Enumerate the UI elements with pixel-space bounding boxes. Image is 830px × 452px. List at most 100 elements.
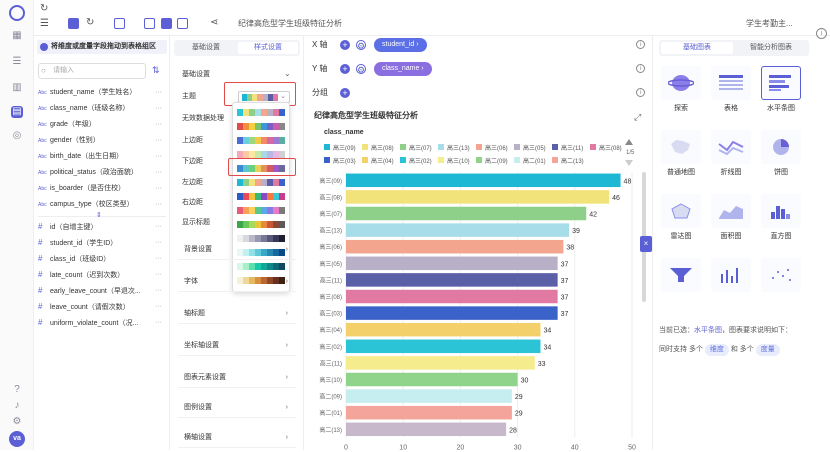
line-chart-tile[interactable]: 折线图 xyxy=(709,128,753,182)
tab-style-settings[interactable]: 样式设置 xyxy=(238,42,298,54)
setting-label: 主题 xyxy=(182,93,196,100)
field-item[interactable]: # id（自增主键） ··· xyxy=(38,222,162,231)
collapse-panel-button[interactable]: × xyxy=(640,236,652,252)
section-x-axis[interactable]: 横轴设置 › xyxy=(178,428,296,448)
area-chart-tile[interactable]: 面积图 xyxy=(709,192,753,246)
menu-icon[interactable]: ☰ xyxy=(40,18,49,29)
filter-sort-icon[interactable]: ⇅ xyxy=(152,65,160,75)
x-field-chip[interactable]: student_id › xyxy=(374,38,427,52)
field-item[interactable]: Abc campus_type（校区类型） ··· xyxy=(38,201,162,208)
field-item[interactable]: Abc birth_date（出生日期） ··· xyxy=(38,153,162,160)
section-axis-settings[interactable]: 坐标轴设置 › xyxy=(178,336,296,356)
column-chart-tile[interactable] xyxy=(709,256,753,310)
refresh-icon[interactable]: ↻ xyxy=(40,3,49,14)
field-item[interactable]: # student_id（学生ID） ··· xyxy=(38,238,162,247)
grid-icon[interactable]: ▦ xyxy=(12,30,22,41)
share-icon[interactable]: ⋖ xyxy=(210,17,219,28)
section-axis-title[interactable]: 轴标题 › xyxy=(178,304,296,324)
scatter-chart-tile[interactable] xyxy=(759,256,803,310)
basic-settings-header[interactable]: 基础设置 xyxy=(182,71,210,78)
field-item[interactable]: Abc political_status（政治面貌） ··· xyxy=(38,169,162,176)
pie-chart-tile[interactable]: 饼图 xyxy=(759,128,803,182)
expand-icon[interactable]: ⤢ xyxy=(634,112,642,122)
save-icon[interactable] xyxy=(68,18,79,29)
bar xyxy=(346,356,535,370)
folder-icon[interactable]: ▤ xyxy=(11,106,23,118)
field-item[interactable]: # late_count（迟到次数） ··· xyxy=(38,270,162,279)
bar xyxy=(346,223,570,237)
bar xyxy=(346,372,518,387)
tab-smart-charts[interactable]: 智能分析图表 xyxy=(750,44,792,51)
field-item[interactable]: # uniform_violate_count（况... ··· xyxy=(38,318,162,327)
chart-tile-label: 水平条图 xyxy=(767,105,795,112)
radar-chart-tile[interactable]: 雷达图 xyxy=(659,192,703,246)
table-chart-tile[interactable]: 表格 xyxy=(709,64,753,118)
bar xyxy=(346,422,507,437)
histogram-chart-tile[interactable]: 直方图 xyxy=(759,192,803,246)
tab-basic-settings[interactable]: 基础设置 xyxy=(192,44,220,51)
field-item[interactable]: Abc class_name（班级名称） ··· xyxy=(38,105,162,112)
map-chart-tile[interactable]: 普通地图 xyxy=(659,128,703,182)
gear-icon[interactable]: ⚙ xyxy=(12,416,22,427)
field-item[interactable]: Abc grade（年级） ··· xyxy=(38,121,162,128)
funnel-icon xyxy=(661,258,701,292)
resize-handle-icon[interactable]: ⇕ xyxy=(96,212,102,219)
chart-view-icon[interactable] xyxy=(161,18,172,29)
y-tick-label: 高三(08) xyxy=(319,293,342,301)
field-item[interactable]: Abc student_name（学生姓名） ··· xyxy=(38,89,162,96)
chevron-down-icon[interactable]: ⌄ xyxy=(284,69,291,78)
chart-icon[interactable]: ▥ xyxy=(12,82,22,93)
bar-chart: class_name 高三(09) 高三(08) 高三(07) 高三(13) 高三(06)… xyxy=(319,129,646,452)
section-chart-elements[interactable]: 图表元素设置 › xyxy=(178,368,296,388)
legend-swatch xyxy=(324,157,330,163)
legend-item: 高三(08) xyxy=(599,144,622,152)
settings-icon[interactable]: ⚙ xyxy=(356,40,366,51)
table-view-icon[interactable] xyxy=(144,18,155,29)
legend-item: 高二(01) xyxy=(523,157,546,165)
bar xyxy=(346,405,512,420)
horizontal-bar-chart-tile[interactable]: 水平条图 xyxy=(759,64,803,118)
help-info-icon[interactable]: i xyxy=(816,28,827,39)
reload-icon[interactable]: ↻ xyxy=(86,17,95,28)
info-icon[interactable]: i xyxy=(636,40,645,49)
settings-circle-icon[interactable]: ◎ xyxy=(12,130,22,141)
tab-basic-charts[interactable]: 基础图表 xyxy=(661,42,733,54)
legend-swatch xyxy=(362,157,368,163)
user-menu[interactable]: 学生考勤主... xyxy=(746,19,793,28)
field-item[interactable]: # early_leave_count（早退次... ··· xyxy=(38,286,162,295)
info-icon[interactable]: i xyxy=(636,88,645,97)
fullscreen-icon[interactable] xyxy=(177,18,188,29)
legend-down-icon xyxy=(625,160,633,166)
legend-swatch xyxy=(514,144,520,150)
y-field-chip[interactable]: class_name › xyxy=(374,62,432,76)
field-item[interactable]: # class_id（班级ID） ··· xyxy=(38,254,162,263)
legend-swatch xyxy=(552,144,558,150)
database-icon[interactable]: ☰ xyxy=(12,56,22,67)
add-x-field-button[interactable]: + xyxy=(340,40,350,50)
add-group-button[interactable]: + xyxy=(340,88,350,98)
settings-icon[interactable]: ⚙ xyxy=(356,64,366,75)
search-input[interactable]: 请输入 xyxy=(38,63,146,79)
section-background[interactable]: 背景设置 › xyxy=(178,240,296,260)
legend-item: 高三(11) xyxy=(561,144,583,152)
avatar[interactable]: va xyxy=(9,431,25,447)
info-icon[interactable]: i xyxy=(636,64,645,73)
app-logo-icon xyxy=(9,5,25,21)
field-item[interactable]: # leave_count（请假次数） ··· xyxy=(38,302,162,311)
add-y-field-button[interactable]: + xyxy=(340,64,350,74)
y-axis-label: Y 轴 xyxy=(312,64,328,73)
data-label: 37 xyxy=(561,261,569,268)
x-tick-label: 0 xyxy=(344,445,348,450)
chart-tile-label: 直方图 xyxy=(770,233,792,240)
layout-icon[interactable] xyxy=(114,18,125,29)
section-legend[interactable]: 图例设置 › xyxy=(178,398,296,418)
data-label: 29 xyxy=(515,394,523,401)
help-icon[interactable]: ? xyxy=(14,384,20,395)
field-item[interactable]: Abc is_boarder（是否住校） ··· xyxy=(38,185,162,192)
explore-chart-tile[interactable]: 探索 xyxy=(659,64,703,118)
funnel-chart-tile[interactable] xyxy=(659,256,703,310)
bell-icon[interactable]: ♪ xyxy=(14,400,20,411)
theme-dropdown[interactable] xyxy=(232,102,290,292)
field-item[interactable]: Abc gender（性别） ··· xyxy=(38,137,162,144)
section-font[interactable]: 字体 › xyxy=(178,272,296,292)
